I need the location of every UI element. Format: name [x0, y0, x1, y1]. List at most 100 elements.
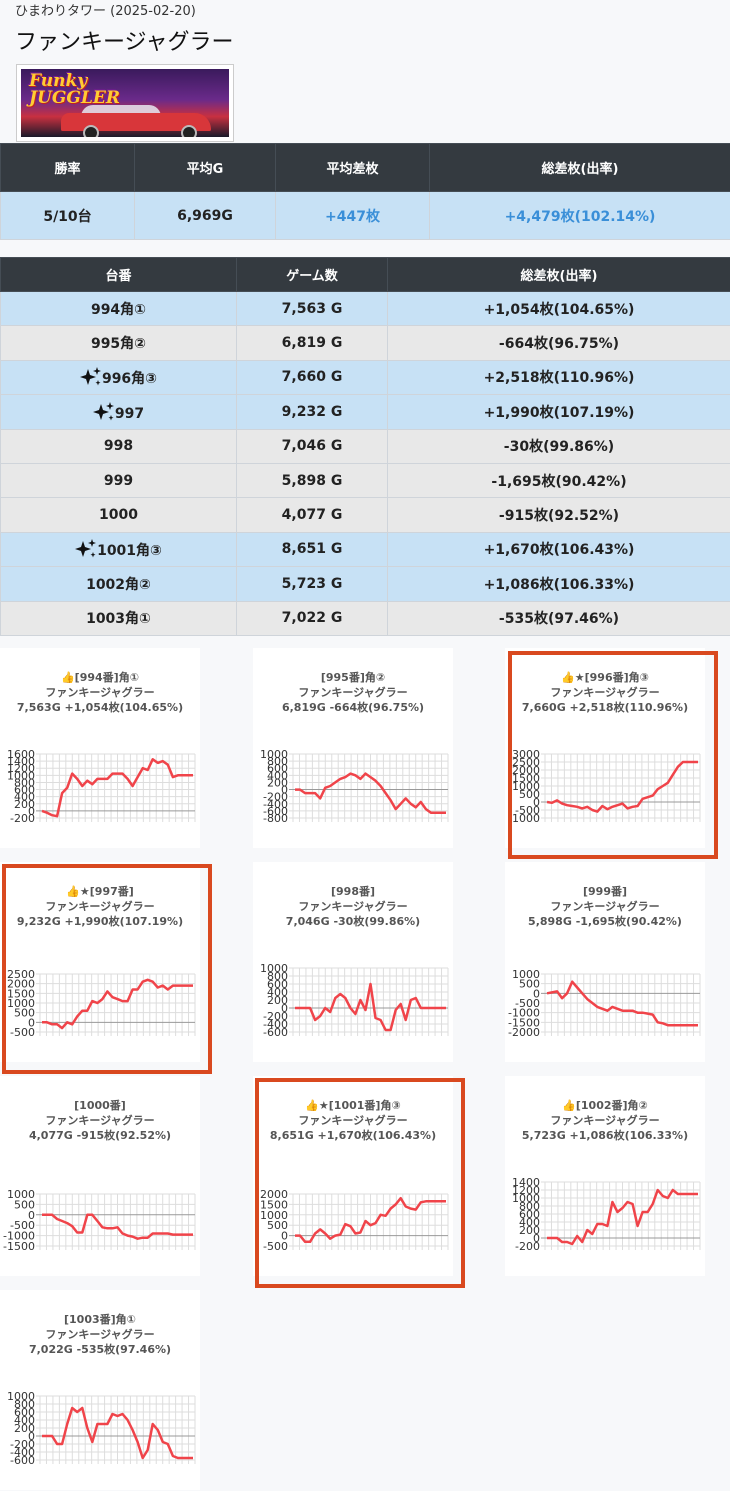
- y-tick-label: 1000: [7, 1390, 35, 1403]
- graph-machine-name: ファンキージャグラー: [298, 686, 408, 699]
- y-tick-label: -2000: [508, 1026, 540, 1039]
- machine-games: 7,022 G: [236, 600, 388, 636]
- y-tick-label: -500: [10, 1219, 35, 1232]
- table-row[interactable]: 1003角① 7,022 G -535枚(97.46%): [0, 600, 730, 636]
- y-tick-label: 3000: [512, 748, 540, 761]
- graph-card[interactable]: [1000番] ファンキージャグラー 4,077G -915枚(92.52%) 100…: [0, 1076, 200, 1276]
- y-tick-label: 400: [14, 791, 35, 804]
- summary-avg-diff: +447枚: [275, 191, 430, 240]
- machine-id: 997: [114, 405, 145, 422]
- machine-id-cell: 1003角①: [0, 600, 237, 636]
- y-tick-label: 800: [14, 1398, 35, 1411]
- machine-id-cell: 1000: [0, 497, 237, 533]
- y-tick-label: 2500: [7, 968, 35, 981]
- highlight-frame: [2, 864, 212, 1074]
- y-tick-label: 1600: [7, 748, 35, 761]
- machine-id: 1002角②: [86, 576, 151, 593]
- y-tick-label: 500: [267, 1219, 288, 1232]
- graph-summary: 6,819G -664枚(96.75%): [281, 701, 425, 714]
- graph-summary: 4,077G -915枚(92.52%): [28, 1129, 172, 1142]
- graph-machine-name: ファンキージャグラー: [45, 1328, 155, 1341]
- y-tick-label: 0: [533, 987, 540, 1000]
- machine-id: 1000: [99, 507, 138, 524]
- series-line: [546, 980, 698, 1027]
- y-tick-label: 0: [28, 1430, 35, 1443]
- y-tick-label: 1000: [7, 769, 35, 782]
- y-tick-label: 0: [533, 796, 540, 809]
- y-tick-label: 400: [267, 986, 288, 999]
- y-tick-label: 600: [14, 1406, 35, 1419]
- table-row[interactable]: 997 9,232 G +1,990枚(107.19%): [0, 394, 730, 430]
- car-wheel: [181, 125, 197, 137]
- machine-id-cell: 999: [0, 462, 237, 499]
- graph-title: 👍★[996番]角③: [561, 671, 649, 684]
- graph-summary: 7,022G -535枚(97.46%): [28, 1343, 172, 1356]
- graph-card[interactable]: 👍★[996番]角③ ファンキージャグラー 7,660G +2,518枚(110.9…: [505, 648, 705, 848]
- y-tick-label: 200: [14, 798, 35, 811]
- graph-card[interactable]: [1003番]角① ファンキージャグラー 7,022G -535枚(97.46%) 1…: [0, 1290, 200, 1490]
- graph-card[interactable]: 👍[994番]角① ファンキージャグラー 7,563G +1,054枚(104.65…: [0, 648, 200, 848]
- highlight-frame: [508, 651, 718, 859]
- machine-diff: +1,054枚(104.65%): [387, 290, 730, 327]
- y-tick-label: -1500: [508, 1016, 540, 1029]
- machine-header-id: 台番: [0, 257, 237, 292]
- table-row[interactable]: 995角② 6,819 G -664枚(96.75%): [0, 325, 730, 361]
- machine-id: 994角①: [90, 301, 147, 318]
- y-tick-label: 0: [281, 1002, 288, 1015]
- y-tick-label: 800: [14, 776, 35, 789]
- y-tick-label: 600: [267, 762, 288, 775]
- y-tick-label: 1000: [7, 1188, 35, 1201]
- machine-id-cell: 996角③: [0, 359, 237, 396]
- y-tick-label: 500: [519, 788, 540, 801]
- machine-diff: -30枚(99.86%): [387, 428, 730, 464]
- y-tick-label: 600: [267, 978, 288, 991]
- graph-card[interactable]: [999番] ファンキージャグラー 5,898G -1,695枚(90.42%) 10…: [505, 862, 705, 1062]
- y-tick-label: 800: [267, 970, 288, 983]
- y-tick-label: 1000: [512, 1192, 540, 1205]
- graph-card[interactable]: [998番] ファンキージャグラー 7,046G -30枚(99.86%) 1000 8…: [253, 862, 453, 1062]
- series-line: [295, 982, 446, 1032]
- graph-machine-name: ファンキージャグラー: [550, 900, 660, 913]
- graph-summary: 5,723G +1,086枚(106.33%): [521, 1129, 689, 1142]
- table-row[interactable]: 994角① 7,563 G +1,054枚(104.65%): [0, 290, 730, 327]
- y-tick-label: -200: [515, 1240, 540, 1253]
- graph-title: 👍★[997番]: [66, 885, 134, 898]
- y-tick-label: -800: [263, 812, 288, 825]
- graph-title: [1000番]: [74, 1099, 126, 1112]
- y-tick-label: 2000: [512, 764, 540, 777]
- machine-logo: Funky JUGGLER: [16, 64, 234, 142]
- y-tick-label: 1000: [512, 780, 540, 793]
- machine-games: 7,046 G: [236, 428, 388, 464]
- y-tick-label: 1200: [512, 1184, 540, 1197]
- graph-card[interactable]: [995番]角② ファンキージャグラー 6,819G -664枚(96.75%) 10…: [253, 648, 453, 848]
- y-tick-label: -200: [263, 791, 288, 804]
- graph-card[interactable]: 👍★[1001番]角③ ファンキージャグラー 8,651G +1,670枚(106.…: [253, 1076, 453, 1276]
- table-row[interactable]: 999 5,898 G -1,695枚(90.42%): [0, 462, 730, 499]
- machine-games: 8,651 G: [236, 531, 388, 568]
- graph-machine-name: ファンキージャグラー: [298, 1114, 408, 1127]
- machine-id-cell: 994角①: [0, 290, 237, 327]
- graph-title: [999番]: [582, 885, 628, 898]
- y-tick-label: -1000: [508, 812, 540, 825]
- graph-machine-name: ファンキージャグラー: [298, 900, 408, 913]
- y-tick-label: 0: [28, 805, 35, 818]
- machine-id: 996角③: [101, 370, 158, 387]
- sparkle-icon: [79, 366, 102, 387]
- table-row[interactable]: 998 7,046 G -30枚(99.86%): [0, 428, 730, 464]
- y-tick-label: 0: [533, 1232, 540, 1245]
- y-tick-label: 0: [28, 1016, 35, 1029]
- table-row[interactable]: 996角③ 7,660 G +2,518枚(110.96%): [0, 359, 730, 396]
- table-row[interactable]: 1002角② 5,723 G +1,086枚(106.33%): [0, 566, 730, 602]
- table-row[interactable]: 1001角③ 8,651 G +1,670枚(106.43%): [0, 531, 730, 568]
- y-tick-label: -600: [263, 805, 288, 818]
- graph-card[interactable]: 👍[1002番]角② ファンキージャグラー 5,723G +1,086枚(106.3…: [505, 1076, 705, 1276]
- table-row[interactable]: 1000 4,077 G -915枚(92.52%): [0, 497, 730, 533]
- y-tick-label: 2000: [260, 1188, 288, 1201]
- machine-id: 1003角①: [86, 611, 151, 628]
- graph-card[interactable]: 👍★[997番] ファンキージャグラー 9,232G +1,990枚(107.19%…: [0, 862, 200, 1062]
- machine-id-cell: 1002角②: [0, 566, 237, 602]
- graph-machine-name: ファンキージャグラー: [45, 686, 155, 699]
